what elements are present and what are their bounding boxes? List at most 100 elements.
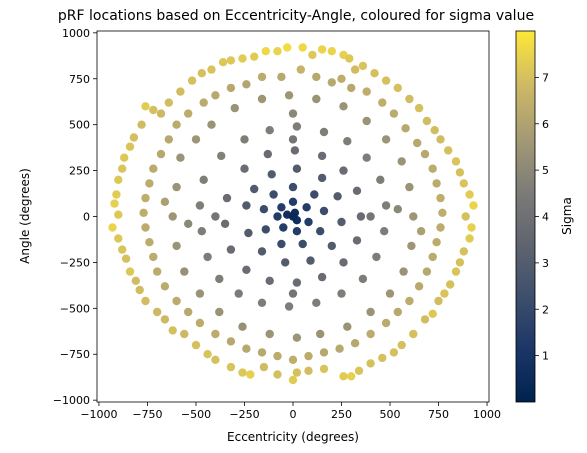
data-point	[317, 173, 327, 183]
data-point	[428, 164, 437, 173]
data-point	[366, 359, 375, 368]
data-point	[292, 278, 302, 287]
data-point	[432, 179, 441, 188]
data-point	[284, 91, 294, 100]
data-point	[265, 276, 274, 285]
data-point	[397, 157, 406, 166]
data-point	[129, 133, 139, 142]
data-point	[465, 190, 474, 199]
data-point	[141, 223, 150, 232]
data-point	[226, 337, 236, 346]
data-point	[438, 208, 447, 217]
data-point	[288, 212, 298, 221]
data-point	[440, 289, 449, 298]
data-point	[244, 228, 253, 238]
data-point	[281, 258, 290, 267]
data-point	[312, 298, 321, 307]
data-point	[393, 307, 402, 317]
data-point	[317, 151, 327, 161]
data-point	[436, 193, 445, 203]
data-point	[420, 149, 430, 159]
chart-title: pRF locations based on Eccentricity-Angl…	[58, 8, 534, 24]
data-point	[430, 126, 439, 135]
data-point	[350, 65, 360, 74]
data-point	[401, 124, 410, 133]
data-point	[141, 193, 150, 203]
data-point	[461, 212, 470, 221]
data-point	[335, 344, 344, 353]
data-point	[145, 238, 154, 247]
data-point	[405, 94, 414, 104]
data-point	[428, 309, 437, 318]
y-tick-label: −750	[60, 348, 90, 361]
data-point	[131, 276, 140, 285]
data-point	[302, 203, 311, 212]
data-point	[381, 318, 391, 328]
data-point	[319, 364, 329, 374]
data-point	[385, 289, 395, 298]
data-point	[195, 201, 205, 210]
y-tick-label: −250	[60, 256, 90, 269]
data-point	[211, 212, 220, 221]
data-point	[197, 227, 206, 236]
data-point	[277, 203, 286, 212]
data-point	[263, 149, 272, 159]
data-point	[120, 153, 129, 162]
data-point	[327, 47, 336, 56]
data-point	[242, 201, 251, 210]
data-point	[277, 72, 286, 82]
data-point	[172, 120, 181, 129]
data-point	[238, 322, 247, 331]
data-point	[432, 238, 441, 247]
data-point	[153, 267, 162, 276]
data-point	[288, 355, 298, 364]
data-point	[261, 47, 270, 56]
data-point	[220, 219, 230, 228]
data-point	[381, 201, 391, 210]
data-point	[153, 307, 162, 317]
colorbar-tick-label: 6	[542, 118, 549, 131]
data-point	[370, 69, 379, 78]
data-point	[168, 326, 177, 335]
data-point	[347, 372, 356, 381]
data-point	[250, 52, 259, 61]
x-tick-label: −750	[132, 408, 162, 421]
data-point	[327, 241, 336, 251]
data-point	[160, 197, 170, 206]
y-axis: −1000 −750 −500 −250 0 250 500 750 1000	[53, 27, 97, 407]
data-point	[180, 329, 189, 339]
data-point	[393, 205, 402, 214]
data-point	[141, 296, 150, 306]
data-point	[288, 182, 298, 192]
data-point	[211, 355, 220, 364]
data-point	[428, 252, 437, 262]
data-point	[333, 192, 342, 201]
data-point	[176, 153, 185, 162]
data-point	[420, 315, 430, 324]
data-point	[304, 366, 313, 375]
data-point	[337, 217, 346, 227]
colorbar-label: Sigma	[560, 197, 574, 235]
data-point	[141, 102, 150, 111]
data-point	[343, 322, 352, 331]
data-point	[310, 190, 319, 199]
data-point	[366, 212, 375, 221]
data-point	[259, 205, 269, 214]
data-point	[265, 126, 274, 135]
data-point	[230, 103, 239, 113]
data-point	[413, 138, 422, 148]
data-point	[317, 272, 327, 282]
data-point	[277, 239, 286, 249]
x-tick-label: −1000	[80, 408, 117, 421]
data-point	[292, 368, 302, 377]
data-point	[366, 329, 375, 339]
y-axis-label: Angle (degrees)	[18, 168, 32, 264]
data-point	[172, 182, 181, 192]
data-point	[337, 74, 346, 84]
data-point	[459, 179, 468, 188]
data-point	[184, 307, 193, 317]
data-point	[381, 135, 391, 144]
data-point	[199, 175, 208, 184]
data-point	[459, 247, 468, 256]
